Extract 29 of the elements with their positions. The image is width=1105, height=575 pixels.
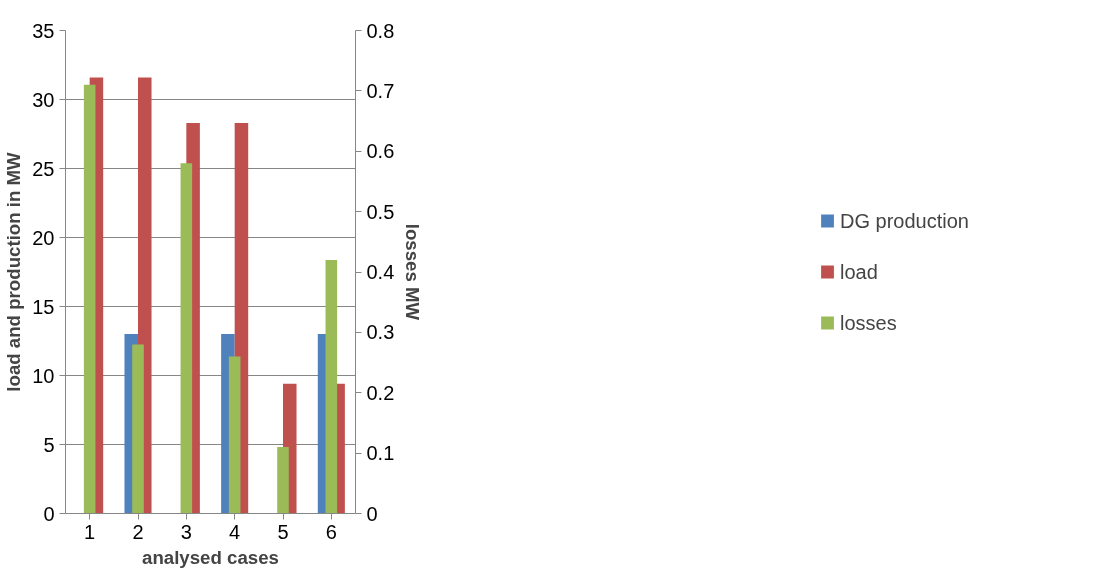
y2-tick-label: 0.6 — [366, 140, 395, 163]
x-tick-label: 5 — [277, 520, 289, 543]
y-tick-label: 30 — [32, 88, 55, 111]
y2-tick-label: 0.3 — [366, 321, 395, 344]
legend-label: losses — [840, 311, 897, 334]
y2-tick-label: 0.4 — [366, 261, 395, 283]
y-tick-label: 20 — [32, 226, 55, 249]
y-tick-label: 35 — [32, 19, 55, 42]
x-tick-label: 1 — [84, 520, 96, 543]
legend-label: DG production — [840, 209, 969, 232]
y-tick-label: 25 — [32, 157, 55, 180]
x-axis-title: analysed cases — [142, 546, 279, 568]
y2-axis-title: losses MW — [402, 223, 424, 321]
x-tick-label: 2 — [132, 520, 144, 543]
x-tick-label: 6 — [325, 520, 337, 543]
x-tick-label: 3 — [180, 520, 192, 543]
y-tick-label: 5 — [43, 433, 55, 456]
y-tick-label: 0 — [43, 502, 55, 525]
y-tick-label: 10 — [32, 364, 55, 387]
y2-tick-label: 0 — [366, 502, 378, 525]
y2-tick-label: 0.2 — [366, 381, 395, 404]
y2-tick-label: 0.1 — [366, 442, 395, 465]
legend-label: load — [840, 260, 878, 283]
y-axis-title: load and production in MW — [3, 151, 25, 392]
y-tick-label: 15 — [32, 295, 55, 318]
y2-tick-label: 0.7 — [366, 79, 395, 102]
y2-tick-label: 0.8 — [366, 19, 395, 42]
y2-tick-label: 0.5 — [366, 200, 395, 223]
x-tick-label: 4 — [229, 520, 241, 543]
